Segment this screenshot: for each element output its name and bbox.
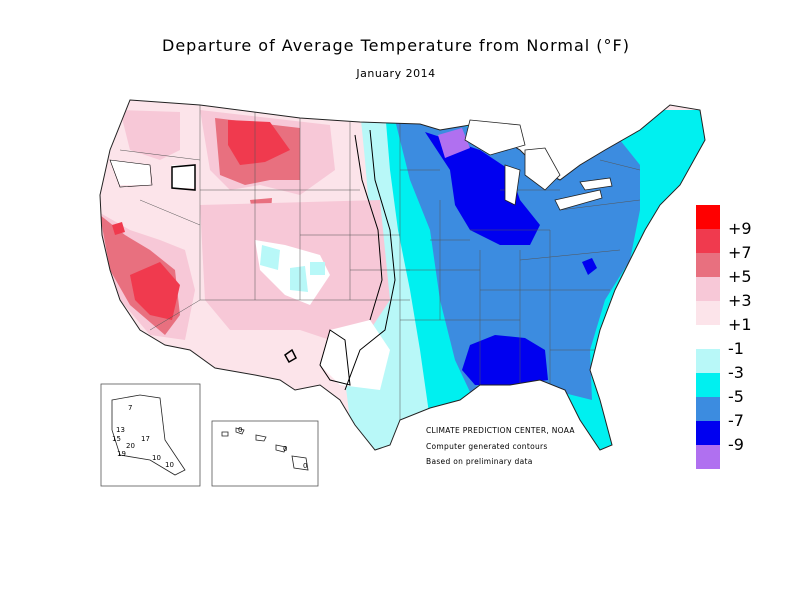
- legend-swatch: [696, 205, 720, 229]
- legend-label: -1: [728, 339, 744, 358]
- legend-label: -9: [728, 435, 744, 454]
- legend-swatch: [696, 349, 720, 373]
- credit-line-1: CLIMATE PREDICTION CENTER, NOAA: [426, 426, 575, 435]
- hawaii-value-b: 0: [283, 445, 287, 453]
- great-lakes: [464, 119, 613, 211]
- legend-label: -3: [728, 363, 744, 382]
- legend-swatch: [696, 277, 720, 301]
- legend-swatch: [696, 373, 720, 397]
- legend-swatch: [696, 445, 720, 469]
- legend-swatch: [696, 229, 720, 253]
- credit-line-3: Based on preliminary data: [426, 457, 533, 466]
- map-subtitle: January 2014: [356, 67, 436, 80]
- legend-label: -7: [728, 411, 744, 430]
- hawaii-value-a: 0: [238, 426, 242, 434]
- legend-label: +1: [728, 315, 752, 334]
- legend-swatch: [696, 421, 720, 445]
- alaska-value-15: 15: [112, 435, 121, 443]
- alaska-value-7: 7: [128, 404, 132, 412]
- credit-line-2: Computer generated contours: [426, 442, 548, 451]
- legend-swatch: [696, 253, 720, 277]
- alaska-value-20: 20: [126, 442, 135, 450]
- legend-swatch: [696, 397, 720, 421]
- alaska-value-17: 17: [141, 435, 150, 443]
- alaska-value-13: 13: [116, 426, 125, 434]
- legend-label: +5: [728, 267, 752, 286]
- alaska-value-10b: 10: [165, 461, 174, 469]
- legend-swatch: [696, 325, 720, 349]
- contour-lines: [109, 129, 396, 391]
- map-title: Departure of Average Temperature from No…: [162, 36, 630, 55]
- legend-label: +9: [728, 219, 752, 238]
- hawaii-value-c: 0: [303, 462, 307, 470]
- alaska-value-10a: 10: [152, 454, 161, 462]
- alaska-value-19: 19: [117, 450, 126, 458]
- legend-swatch: [696, 301, 720, 325]
- legend-label: +7: [728, 243, 752, 262]
- hawaii-inset: 0 0 0: [211, 420, 319, 487]
- anomaly-fills: [100, 100, 705, 450]
- legend-label: -5: [728, 387, 744, 406]
- alaska-inset: 7 13 15 17 20 19 10 10: [100, 383, 201, 487]
- state-boundaries: [119, 105, 641, 420]
- legend-label: +3: [728, 291, 752, 310]
